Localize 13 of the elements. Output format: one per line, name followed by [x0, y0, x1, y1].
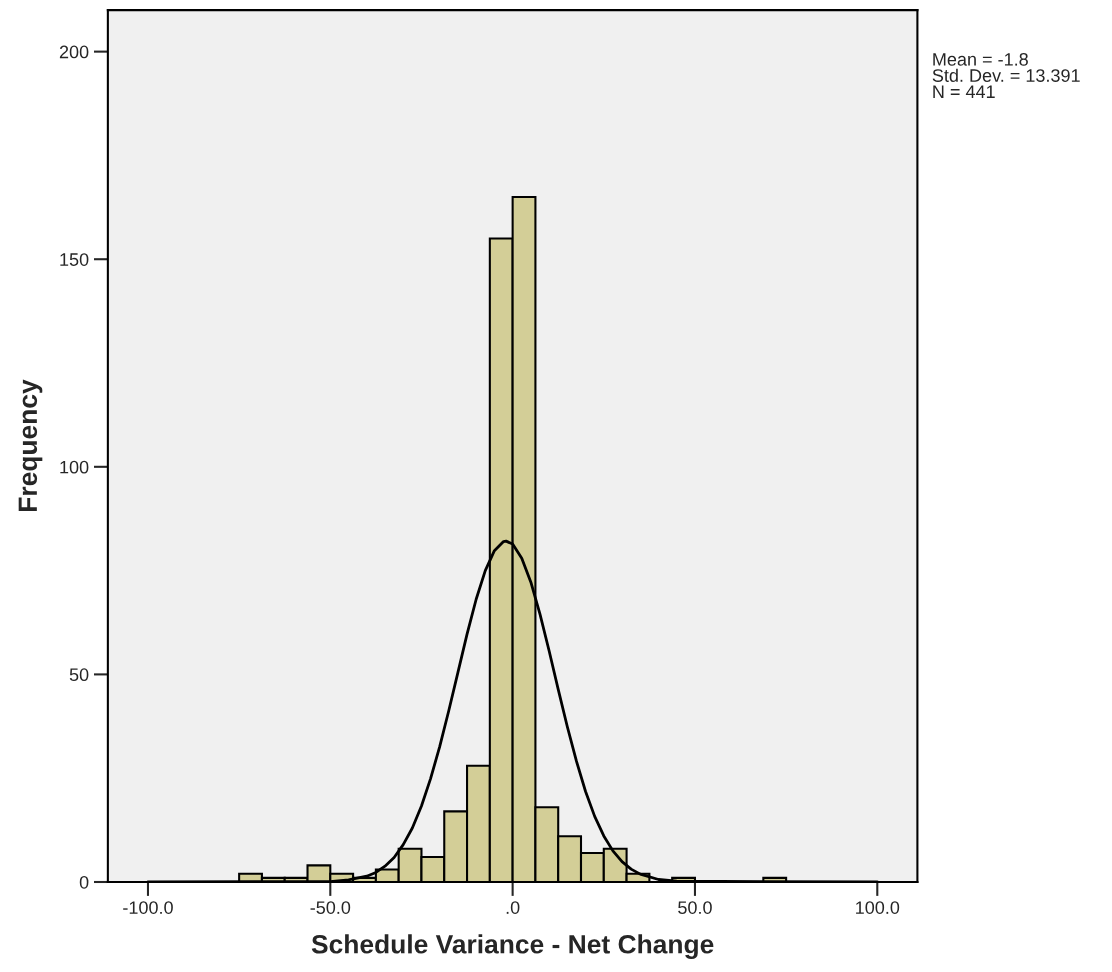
- y-tick-label: 0: [79, 875, 89, 889]
- x-tick-label: 50.0: [678, 901, 712, 915]
- y-tick-label: 100: [60, 460, 89, 474]
- y-tick-label: 50: [69, 668, 89, 682]
- x-tick-label: -50.0: [310, 901, 351, 915]
- y-tick-label: 200: [59, 45, 89, 59]
- y-axis-title: Frequency: [18, 379, 43, 512]
- x-tick-label: -100.0: [123, 901, 173, 915]
- y-tick-label: 150: [60, 253, 89, 266]
- x-tick-label: 100.0: [856, 901, 900, 915]
- text: Mean = -1.8 Std. Dev. = 13.391 N = 441: [932, 52, 1080, 98]
- x-axis-title: Schedule Variance - Net Change: [311, 934, 714, 959]
- x-tick-label: .0: [506, 901, 520, 915]
